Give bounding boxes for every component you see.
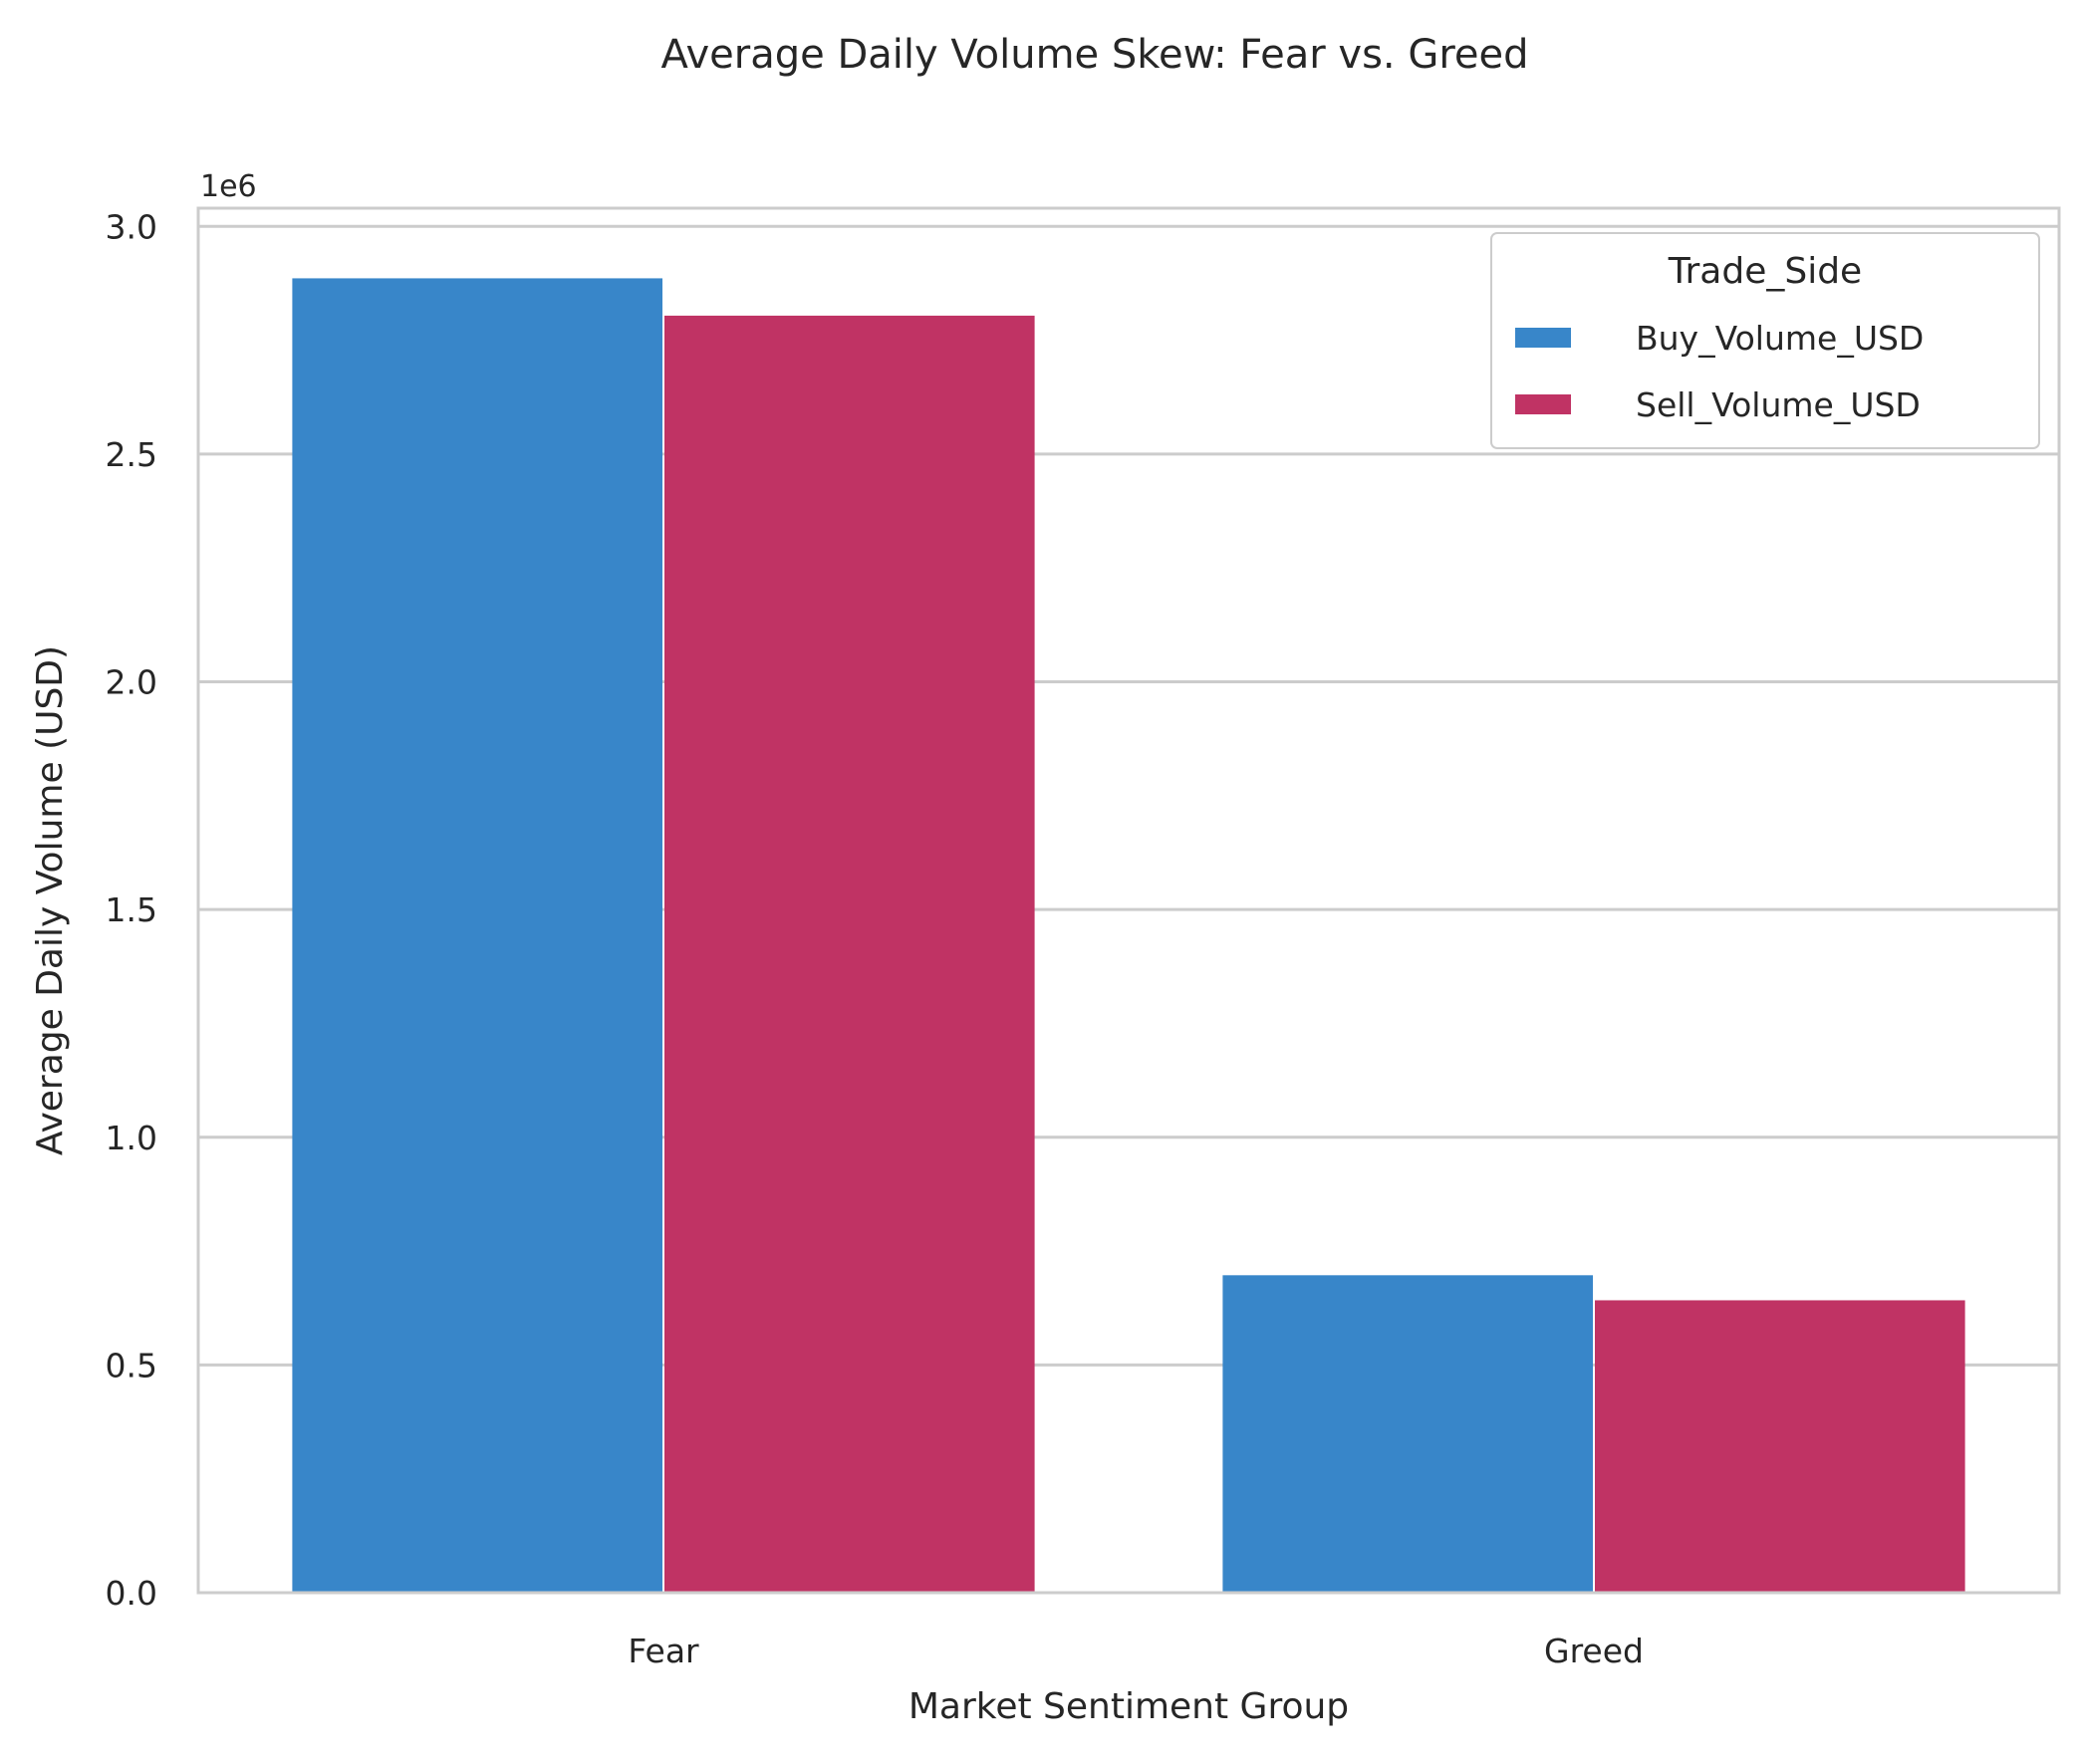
y-tick-label: 1.0 xyxy=(106,1119,157,1157)
legend-title: Trade_Side xyxy=(1668,251,1862,292)
x-axis-tick-labels: Fear Greed xyxy=(628,1632,1644,1670)
y-axis-multiplier: 1e6 xyxy=(200,169,257,204)
y-tick-label: 2.0 xyxy=(106,663,157,702)
y-tick-label: 2.5 xyxy=(106,435,157,474)
legend-label-buy: Buy_Volume_USD xyxy=(1636,319,1924,358)
y-axis-tick-labels: 0.0 0.5 1.0 1.5 2.0 2.5 3.0 xyxy=(106,207,157,1613)
legend-label-sell: Sell_Volume_USD xyxy=(1636,385,1921,424)
x-axis-label: Market Sentiment Group xyxy=(909,1686,1349,1727)
bar-fear-sell xyxy=(664,315,1035,1593)
y-axis-label: Average Daily Volume (USD) xyxy=(30,645,71,1155)
x-tick-label: Fear xyxy=(628,1632,699,1670)
legend-swatch-buy xyxy=(1515,328,1571,348)
bar-greed-sell xyxy=(1595,1300,1965,1593)
legend-swatch-sell xyxy=(1515,394,1571,414)
y-tick-label: 0.5 xyxy=(106,1346,157,1385)
x-tick-label: Greed xyxy=(1544,1632,1644,1670)
bars xyxy=(292,278,1965,1594)
legend: Trade_Side Buy_Volume_USD Sell_Volume_US… xyxy=(1490,232,2040,449)
chart-title: Average Daily Volume Skew: Fear vs. Gree… xyxy=(660,32,1528,78)
y-tick-label: 0.0 xyxy=(106,1574,157,1613)
y-tick-label: 3.0 xyxy=(106,207,157,246)
y-tick-label: 1.5 xyxy=(106,890,157,929)
bar-fear-buy xyxy=(292,278,662,1594)
bar-greed-buy xyxy=(1222,1275,1593,1593)
legend-box xyxy=(1490,232,2040,449)
plot-frame xyxy=(196,206,2061,1595)
